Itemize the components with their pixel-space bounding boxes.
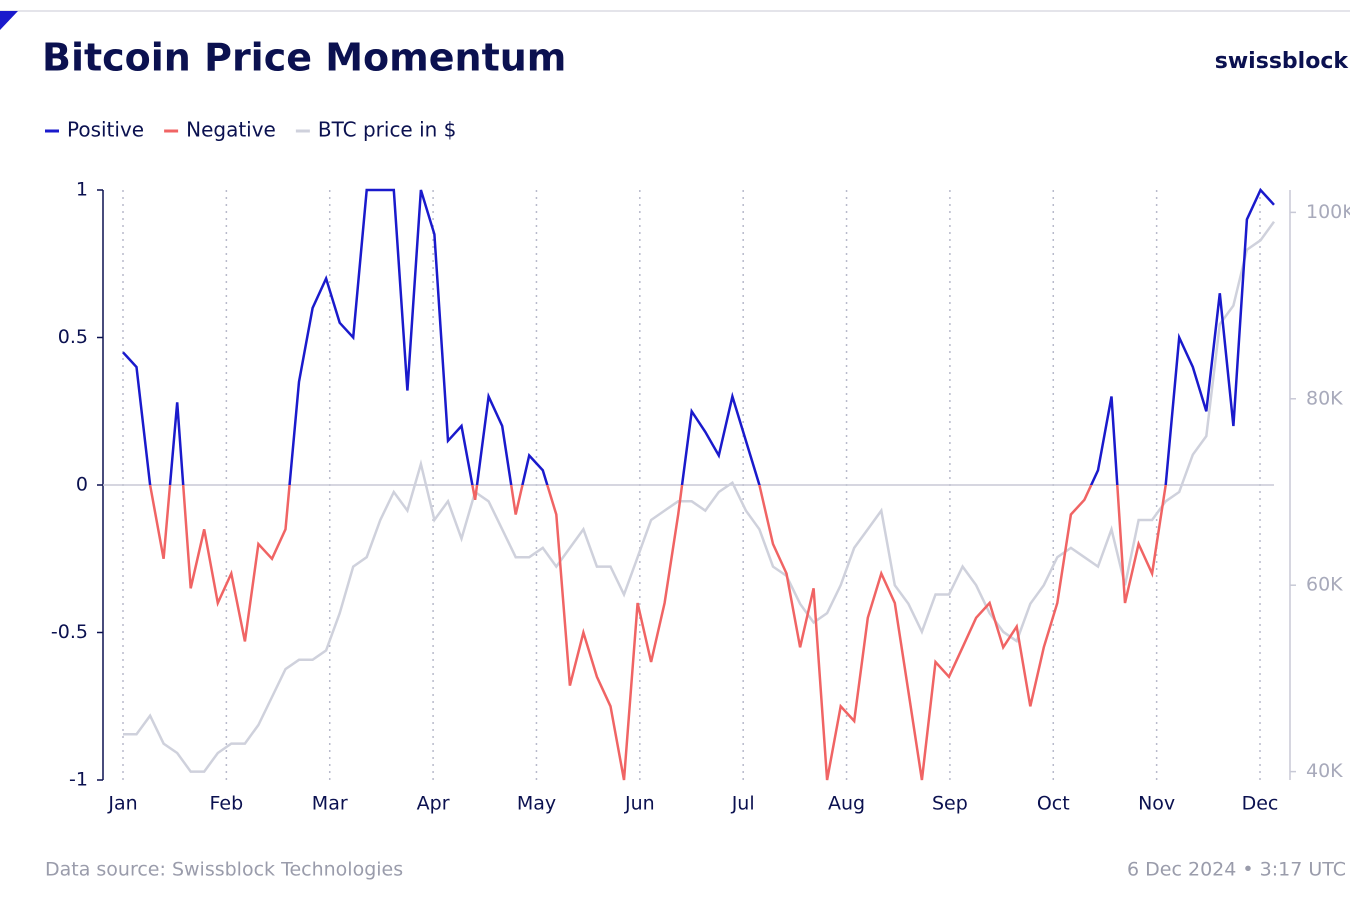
x-tick-label: May	[517, 793, 556, 815]
price-line	[123, 220, 1276, 773]
x-tick-label: Nov	[1138, 793, 1175, 815]
timestamp: 6 Dec 2024 • 3:17 UTC	[1127, 859, 1346, 881]
x-tick-label: Dec	[1242, 793, 1279, 815]
y2-tick-label: 60K	[1306, 574, 1343, 596]
corner-mark	[0, 11, 18, 30]
x-tick-label: Mar	[312, 793, 348, 815]
brand: swissblock	[1215, 49, 1350, 74]
y-tick-label: -0.5	[51, 621, 88, 643]
x-tick-label: Jun	[624, 793, 655, 815]
y2-tick-label: 40K	[1306, 760, 1343, 782]
y2-tick-label: 80K	[1306, 387, 1343, 409]
chart-title: Bitcoin Price Momentum	[42, 36, 566, 80]
y-tick-label: 1	[76, 179, 88, 201]
source: Data source: Swissblock Technologies	[45, 859, 403, 881]
x-tick-label: Jan	[107, 793, 137, 815]
y-tick-label: 0	[76, 474, 88, 496]
y2-tick-label: 100K	[1306, 201, 1350, 223]
x-tick-label: Jul	[731, 793, 755, 815]
y-tick-label: -1	[69, 769, 88, 791]
x-tick-label: Apr	[417, 793, 450, 815]
legend-label: Positive	[67, 118, 144, 142]
x-tick-label: Oct	[1037, 793, 1070, 815]
x-tick-label: Sep	[932, 793, 968, 815]
legend-label: BTC price in $	[318, 118, 457, 142]
momentum-positive	[122, 187, 1275, 485]
x-tick-label: Aug	[828, 793, 865, 815]
momentum-negative	[148, 485, 1167, 781]
legend-label: Negative	[186, 118, 276, 142]
y-tick-label: 0.5	[58, 326, 88, 348]
x-tick-label: Feb	[210, 793, 244, 815]
